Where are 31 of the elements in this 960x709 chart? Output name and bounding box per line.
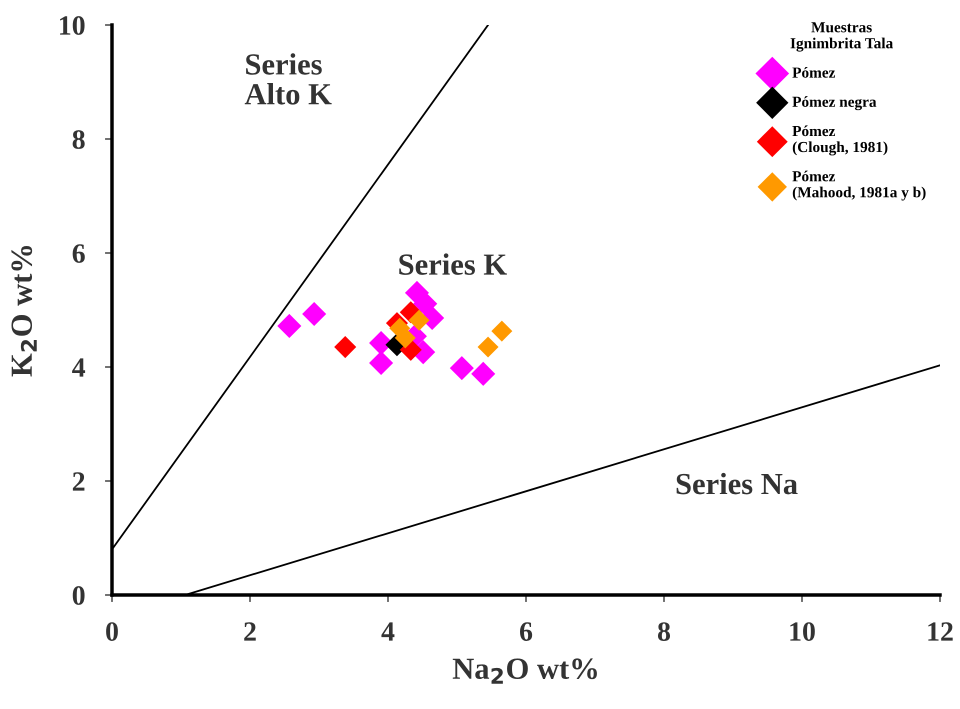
legend-title: Muestras Ignimbrita Tala [790, 22, 893, 52]
annotation: Series Na [676, 472, 798, 494]
y-axis-title: K$_{2}$O wt% [11, 246, 37, 377]
x-tick-label: 6 [520, 622, 532, 641]
point [277, 314, 302, 338]
point [302, 302, 326, 326]
point [334, 336, 356, 358]
y-tick-label: 6 [72, 244, 85, 263]
annotation: Series K [399, 253, 507, 275]
x-tick-label: 4 [381, 622, 394, 641]
point [478, 336, 499, 358]
y-tick-label: 8 [72, 130, 85, 149]
x-tick-label: 10 [790, 622, 815, 641]
annotation: Series Alto K [244, 53, 332, 105]
x-tick-label: 12 [928, 622, 953, 641]
legend-label: Pómez (Mahood, 1981a y b) [792, 170, 926, 201]
x-tick-label: 8 [658, 622, 670, 641]
y-tick-label: 4 [72, 358, 86, 377]
y-tick-label: 2 [72, 472, 84, 491]
x-tick-label: 0 [106, 622, 118, 641]
legend-label: Pómez negra [792, 96, 876, 110]
legend-label: Pómez (Clough, 1981) [792, 125, 888, 156]
point [408, 310, 430, 331]
point [471, 362, 496, 386]
y-tick-label: 0 [72, 586, 85, 605]
y-tick-label: 10 [60, 16, 85, 35]
x-axis-title: Na$_{2}$O wt% [452, 658, 597, 684]
legend-label: Pómez [792, 66, 836, 78]
point [491, 320, 512, 342]
point [450, 356, 474, 380]
x-tick-label: 2 [244, 622, 256, 641]
